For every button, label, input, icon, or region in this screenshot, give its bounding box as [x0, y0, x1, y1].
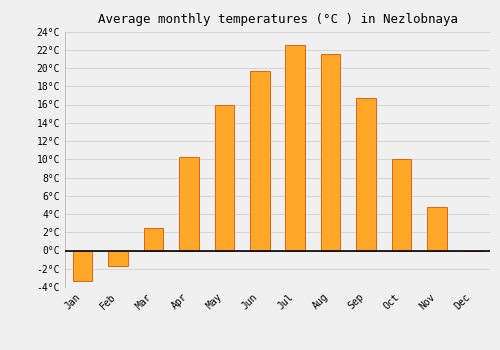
Bar	[286, 45, 305, 251]
Bar	[73, 251, 92, 281]
Bar	[250, 71, 270, 251]
Title: Average monthly temperatures (°C ) in Nezlobnaya: Average monthly temperatures (°C ) in Ne…	[98, 13, 458, 26]
Bar	[321, 54, 340, 251]
Bar	[179, 156, 199, 251]
Bar	[108, 251, 128, 266]
Bar	[356, 98, 376, 251]
Bar	[144, 228, 164, 251]
Bar	[214, 105, 234, 251]
Bar	[392, 159, 411, 251]
Bar	[427, 207, 446, 251]
